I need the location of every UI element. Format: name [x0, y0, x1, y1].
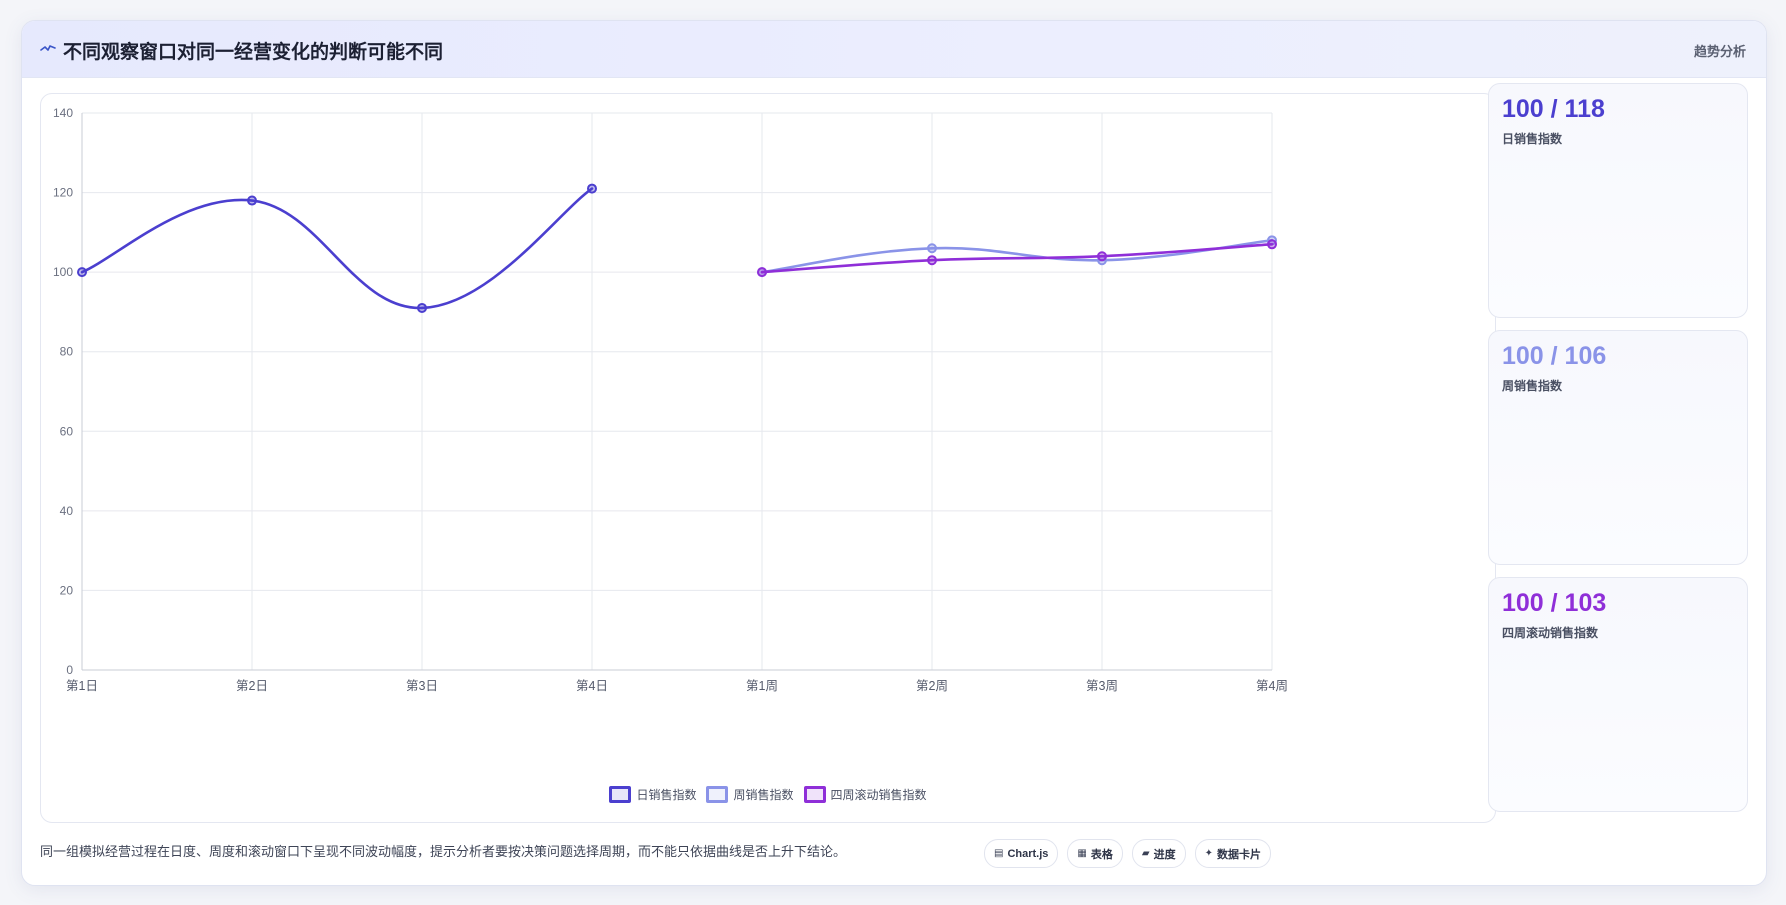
data-point: [77, 267, 87, 278]
kpi-value: 100 / 118: [1502, 95, 1605, 123]
legend-item[interactable]: 周销售指数: [706, 786, 794, 803]
footer-note: 同一组模拟经营过程在日度、周度和滚动窗口下呈现不同波动幅度，提示分析者要按决策问…: [40, 844, 847, 859]
chip-progress[interactable]: ▰ 进度: [1131, 839, 1186, 868]
y-tick-label: 140: [53, 106, 73, 120]
legend-label: 日销售指数: [636, 788, 697, 802]
data-point: [417, 302, 427, 313]
x-tick-label: 第2周: [916, 679, 948, 693]
x-tick-label: 第3日: [406, 679, 438, 693]
chip-label: 表格: [1090, 848, 1113, 861]
kpi-value: 100 / 106: [1502, 342, 1607, 370]
chart-icon: ▤: [994, 848, 1004, 859]
y-tick-label: 0: [66, 663, 73, 677]
legend-label: 四周滚动销售指数: [830, 788, 927, 802]
x-tick-label: 第1周: [746, 679, 778, 693]
category-tag: 趋势分析: [1693, 44, 1746, 59]
x-tick-label: 第2日: [236, 679, 268, 693]
chip-label: 进度: [1153, 848, 1176, 861]
chip-label: 数据卡片: [1216, 848, 1261, 861]
x-tick-label: 第3周: [1086, 679, 1118, 693]
chip-table[interactable]: ▦ 表格: [1067, 839, 1123, 868]
kpi-card-daily: 100 / 118 日销售指数: [1488, 83, 1748, 318]
legend-swatch: [803, 786, 826, 803]
dashboard-card: 不同观察窗口对同一经营变化的判断可能不同 趋势分析 0 20 40 60 80 100 12…: [21, 20, 1767, 886]
data-point: [587, 183, 597, 194]
trend-line-icon: [40, 45, 56, 51]
legend-swatch: [706, 786, 729, 803]
y-tick-label: 60: [60, 424, 74, 438]
kpi-card-weekly: 100 / 106 周销售指数: [1488, 330, 1748, 565]
kpi-label: 四周滚动销售指数: [1502, 626, 1599, 640]
card-header: 不同观察窗口对同一经营变化的判断可能不同 趋势分析: [22, 21, 1766, 78]
chart-panel: 0 20 40 60 80 100 120 140 第1日 第2日 第3日 第4日 第1周 第2周 第3周 第…: [40, 93, 1496, 823]
table-icon: ▦: [1077, 848, 1087, 859]
chip-label: Chart.js: [1007, 847, 1049, 860]
line-chart: 0 20 40 60 80 100 120 140 第1日 第2日 第3日 第4日 第1周 第2周 第3周 第…: [53, 106, 1288, 693]
kpi-label: 周销售指数: [1502, 379, 1563, 393]
data-point: [927, 243, 937, 254]
tech-chips: ▤ Chart.js ▦ 表格 ▰ 进度 ✦ 数据卡片: [984, 839, 1271, 868]
kpi-card-rolling: 100 / 103 四周滚动销售指数: [1488, 577, 1748, 812]
y-tick-label: 40: [60, 504, 74, 518]
data-point: [247, 195, 257, 206]
data-point: [1267, 239, 1277, 250]
kpi-label: 日销售指数: [1502, 132, 1563, 146]
y-tick-label: 100: [53, 265, 73, 279]
legend-label: 周销售指数: [733, 788, 794, 802]
chip-chartjs[interactable]: ▤ Chart.js: [984, 839, 1059, 868]
series-line-3: [760, 242, 1274, 274]
legend-item[interactable]: 日销售指数: [609, 786, 696, 803]
x-tick-label: 第4周: [1256, 679, 1288, 693]
chart-legend: 日销售指数 周销售指数 四周滚动销售指数: [41, 786, 1495, 803]
series-line-1: [80, 187, 594, 310]
x-tick-label: 第4日: [576, 679, 608, 693]
kpi-value: 100 / 103: [1502, 589, 1607, 617]
legend-item[interactable]: 四周滚动销售指数: [803, 786, 927, 803]
y-tick-label: 80: [60, 345, 74, 359]
chip-data-cards[interactable]: ✦ 数据卡片: [1194, 839, 1271, 868]
page-title: 不同观察窗口对同一经营变化的判断可能不同: [63, 42, 444, 63]
data-point: [1097, 251, 1107, 262]
y-tick-label: 20: [60, 583, 74, 597]
x-tick-label: 第1日: [66, 679, 98, 693]
data-point: [757, 267, 767, 278]
data-point: [927, 255, 937, 266]
legend-swatch: [609, 786, 632, 803]
y-tick-label: 120: [53, 186, 73, 200]
progress-icon: ▰: [1141, 848, 1150, 859]
sparkle-icon: ✦: [1204, 848, 1213, 859]
